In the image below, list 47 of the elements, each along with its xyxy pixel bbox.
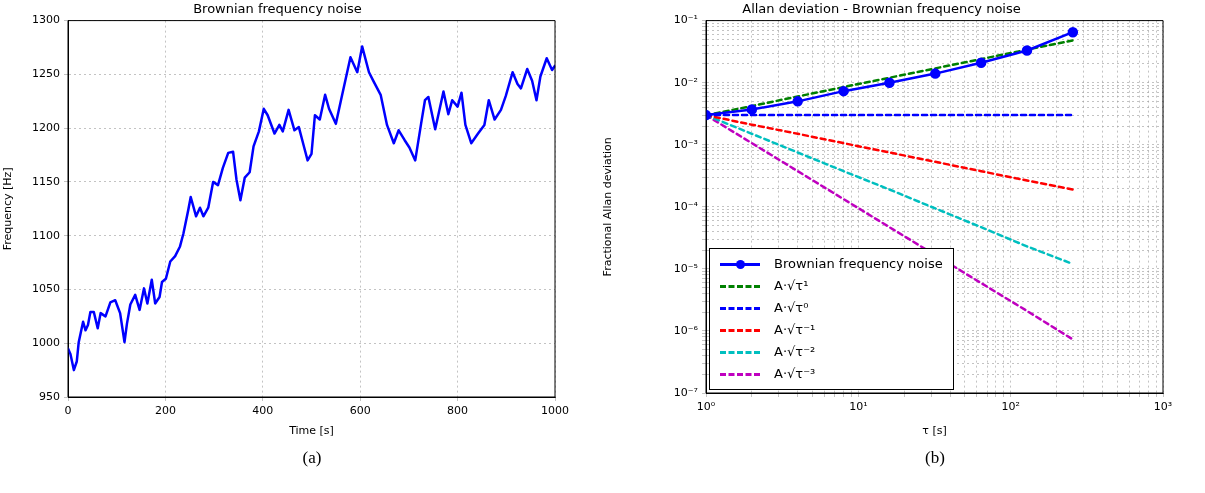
point [792, 96, 803, 107]
point [930, 68, 941, 79]
point [1021, 45, 1033, 56]
point [884, 77, 895, 88]
y-tick-label: 1000 [32, 336, 60, 350]
chart-title: Allan deviation - Brownian frequency noise [742, 1, 1021, 17]
y-tick-label: 10⁻⁴ [673, 199, 699, 213]
x-axis-title: τ [s] [922, 424, 947, 438]
x-tick-label: 400 [252, 404, 274, 418]
y-tick-label: 10⁻⁶ [673, 323, 699, 337]
legend-label: A·√τ⁻³ [774, 365, 816, 383]
point [746, 104, 758, 115]
y-tick-label: 10⁻⁷ [673, 385, 698, 399]
y-tick-label: 10⁻² [673, 75, 698, 89]
y-tick-label: 1250 [32, 67, 60, 81]
x-tick-label: 10³ [1153, 400, 1173, 414]
y-tick-label: 1200 [32, 121, 60, 134]
legend-label: A·√τ⁻² [774, 343, 816, 361]
text: (b) [924, 448, 946, 468]
y-tick-label: 1050 [32, 282, 60, 296]
point [1067, 26, 1079, 38]
y-tick-label: 10⁻⁵ [673, 261, 698, 275]
x-tick-label: 10² [1001, 400, 1020, 414]
legend-label: Brownian frequency noise [774, 255, 943, 273]
x-tick-label: 10⁰ [696, 400, 716, 414]
x-axis-title: Time [s] [288, 424, 334, 438]
point [975, 57, 987, 68]
y-axis-title: Fractional Allan deviation [601, 137, 615, 277]
y-tick-label: 950 [39, 389, 60, 403]
text: (a) [301, 448, 323, 468]
x-tick-label: 800 [447, 404, 469, 418]
y-tick-label: 1150 [32, 174, 60, 188]
x-tick-label: 0 [64, 404, 72, 418]
legend-label: A·√τ¹ [774, 277, 809, 295]
y-axis-title: Frequency [Hz] [1, 167, 15, 251]
legend-label: A·√τ⁰ [774, 299, 809, 317]
point [838, 85, 849, 97]
chart-title: Brownian frequency noise [193, 1, 362, 17]
x-tick-label: 1000 [541, 404, 569, 418]
y-tick-label: 10⁻¹ [673, 13, 698, 27]
y-tick-label: 1100 [32, 228, 60, 242]
x-tick-label: 600 [349, 404, 371, 418]
y-tick-label: 10⁻³ [673, 137, 698, 151]
x-tick-label: 10¹ [849, 400, 868, 414]
legend-label: A·√τ⁻¹ [774, 321, 816, 339]
y-tick-label: 1300 [32, 13, 60, 27]
x-tick-label: 200 [154, 404, 176, 418]
